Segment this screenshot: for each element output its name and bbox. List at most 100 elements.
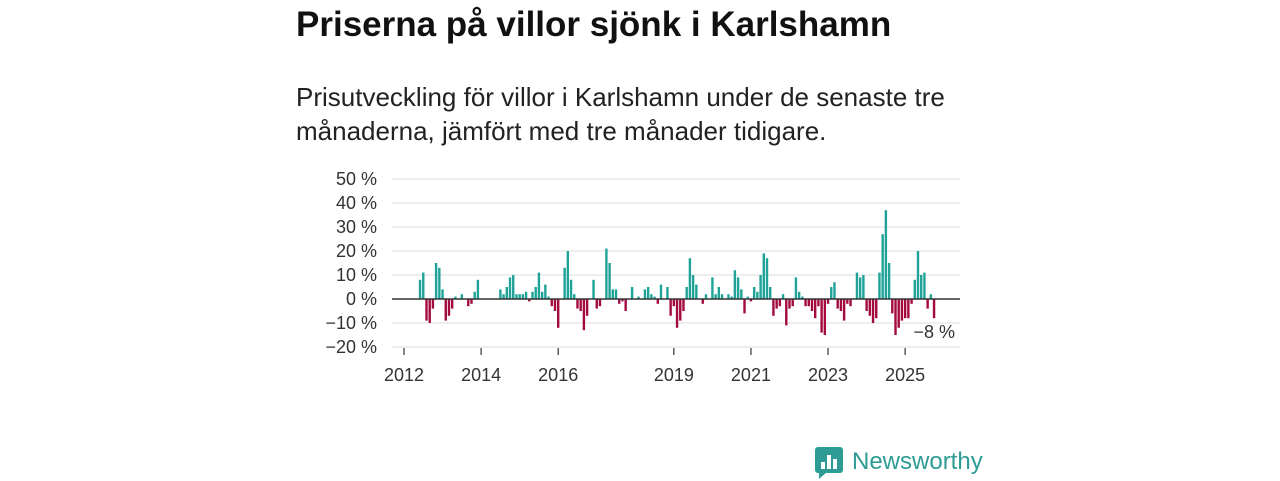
bar-negative	[618, 299, 621, 304]
bar-negative	[865, 299, 868, 311]
bar-positive	[781, 294, 785, 299]
bar-negative	[817, 299, 820, 307]
bar-positive	[691, 275, 695, 299]
bar-negative	[932, 299, 936, 319]
bar-negative	[550, 299, 553, 307]
bar-negative	[557, 299, 560, 328]
y-tick-label: 20 %	[336, 241, 377, 261]
bar-negative	[849, 299, 852, 307]
bar-negative	[826, 299, 830, 304]
bar-positive	[659, 284, 663, 299]
bar-positive	[878, 272, 881, 299]
bars	[418, 210, 936, 335]
bar-negative	[788, 299, 791, 309]
bar-negative	[624, 299, 627, 311]
bar-negative	[807, 299, 810, 307]
bar-negative	[450, 299, 454, 309]
bar-positive	[524, 291, 528, 299]
bar-positive	[830, 287, 833, 299]
bar-positive	[502, 294, 505, 299]
bar-positive	[454, 296, 457, 299]
bar-negative	[470, 299, 473, 304]
bar-negative	[528, 299, 531, 302]
bar-negative	[447, 299, 451, 316]
bar-positive	[887, 263, 891, 299]
bar-positive	[727, 294, 730, 299]
bar-positive	[746, 296, 749, 299]
y-tick-label: 40 %	[336, 193, 377, 213]
bar-negative	[871, 299, 875, 323]
bar-positive	[499, 289, 502, 299]
bar-positive	[752, 287, 756, 299]
y-tick-label: 0 %	[346, 289, 377, 309]
bar-positive	[438, 267, 441, 299]
x-tick-label: 2016	[538, 365, 578, 385]
bar-positive	[794, 277, 798, 299]
bar-positive	[537, 272, 541, 299]
bar-negative	[743, 299, 746, 314]
bar-negative	[749, 299, 753, 302]
bar-positive	[759, 275, 762, 299]
bar-positive	[765, 258, 769, 299]
bar-positive	[920, 275, 923, 299]
bar-positive	[569, 279, 573, 299]
bar-positive	[666, 287, 669, 299]
bar-negative	[894, 299, 897, 335]
bar-negative	[579, 299, 582, 311]
bar-positive	[833, 282, 836, 299]
bar-positive	[544, 284, 547, 299]
bar-positive	[605, 248, 608, 299]
bar-positive	[688, 258, 692, 299]
bar-negative	[814, 299, 817, 319]
bar-positive	[913, 279, 916, 299]
y-tick-label: 30 %	[336, 217, 377, 237]
bar-negative	[897, 299, 900, 328]
bar-positive	[573, 294, 576, 299]
bar-negative	[428, 299, 431, 323]
bar-positive	[730, 296, 733, 299]
bar-negative	[926, 299, 929, 309]
newsworthy-logo: Newsworthy	[815, 447, 983, 481]
bar-positive	[855, 272, 859, 299]
bar-positive	[418, 279, 422, 299]
bar-positive	[512, 275, 515, 299]
bar-positive	[611, 289, 615, 299]
bar-positive	[714, 294, 717, 299]
bar-positive	[547, 296, 550, 299]
bar-positive	[563, 267, 566, 299]
bar-positive	[916, 251, 920, 299]
y-tick-label: 10 %	[336, 265, 377, 285]
bar-negative	[585, 299, 589, 316]
bar-positive	[650, 294, 653, 299]
bar-negative	[656, 299, 659, 304]
bar-positive	[637, 296, 640, 299]
bar-positive	[566, 251, 570, 299]
bar-negative	[669, 299, 672, 316]
bar-negative	[675, 299, 679, 328]
bar-negative	[903, 299, 907, 319]
bar-negative	[820, 299, 823, 333]
last-value-annotation: −8 %	[914, 322, 956, 342]
bar-negative	[791, 299, 794, 307]
x-tick-label: 2012	[384, 365, 424, 385]
x-tick-label: 2021	[731, 365, 771, 385]
bar-negative	[785, 299, 788, 326]
axes	[392, 298, 960, 355]
bar-positive	[769, 287, 772, 299]
bar-negative	[891, 299, 894, 314]
bar-positive	[434, 263, 438, 299]
bar-negative	[672, 299, 676, 307]
bar-positive	[614, 289, 618, 299]
bar-positive	[540, 291, 544, 299]
bar-positive	[756, 291, 759, 299]
bar-positive	[717, 287, 721, 299]
bar-positive	[643, 289, 647, 299]
bar-negative	[839, 299, 843, 311]
bar-positive	[476, 279, 480, 299]
bar-positive	[923, 272, 926, 299]
bar-positive	[473, 291, 476, 299]
bar-positive	[801, 296, 804, 299]
bar-negative	[842, 299, 846, 321]
bar-positive	[881, 234, 884, 299]
